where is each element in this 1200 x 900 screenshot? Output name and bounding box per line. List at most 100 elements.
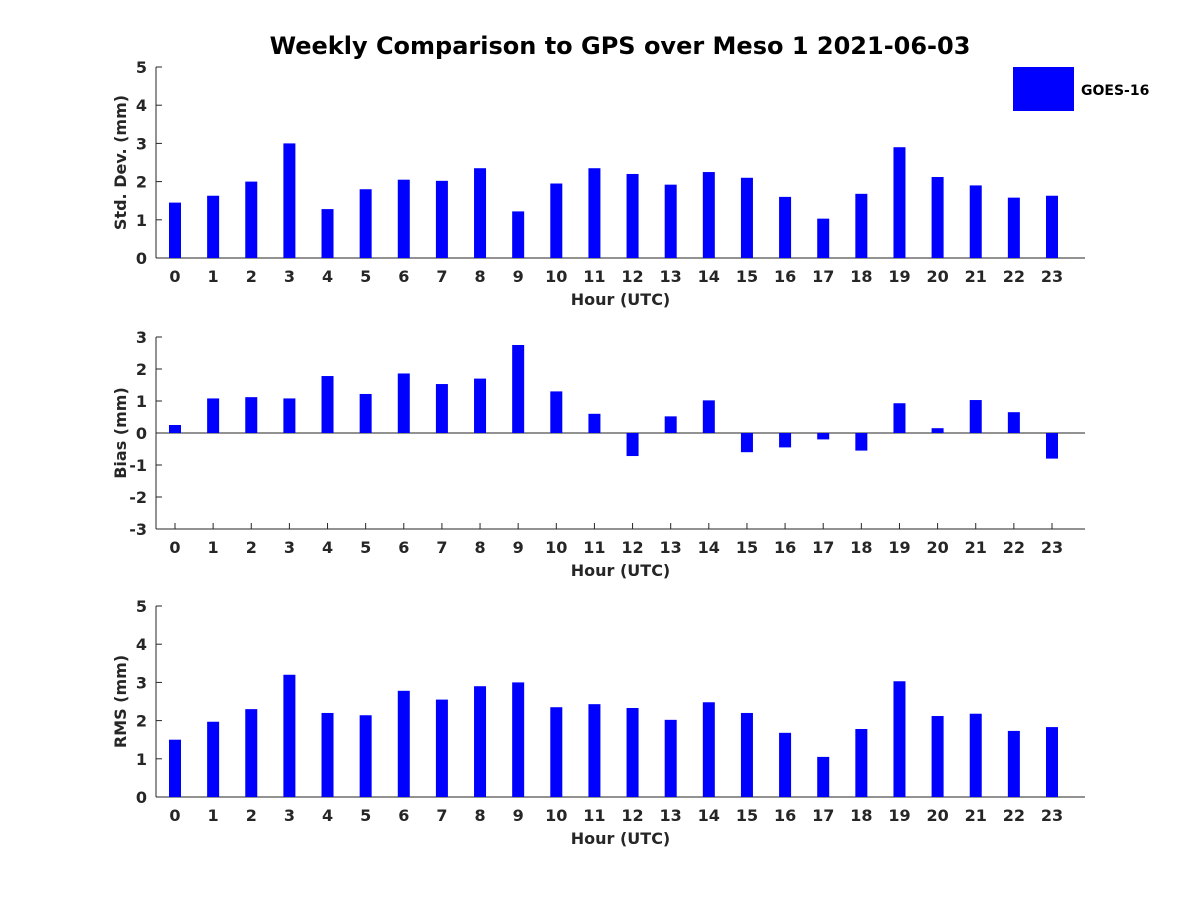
bar-bias-hour-15 (740, 433, 753, 453)
x-tick-label-rms-17: 17 (812, 806, 834, 825)
bar-bias-hour-3 (283, 398, 296, 433)
bar-std-hour-10 (550, 183, 563, 258)
bar-rms-hour-4 (321, 712, 334, 797)
x-tick-label-bias-10: 10 (545, 538, 567, 557)
x-tick-label-bias-7: 7 (436, 538, 447, 557)
y-tick-label-bias-1: -2 (129, 488, 147, 507)
x-tick-label-bias-12: 12 (621, 538, 643, 557)
bar-rms-hour-3 (283, 674, 296, 797)
x-tick-label-std-21: 21 (965, 267, 987, 286)
bar-rms-hour-1 (207, 721, 220, 797)
x-tick-label-bias-13: 13 (660, 538, 682, 557)
x-tick-label-rms-15: 15 (736, 806, 758, 825)
bar-rms-hour-15 (740, 712, 753, 797)
x-tick-label-std-20: 20 (926, 267, 948, 286)
bar-rms-hour-23 (1045, 727, 1058, 797)
y-tick-label-rms-3: 3 (136, 673, 147, 692)
bar-std-hour-22 (1007, 197, 1020, 258)
bar-std-hour-1 (207, 195, 220, 258)
x-tick-label-rms-19: 19 (888, 806, 910, 825)
y-tick-label-std-5: 5 (136, 58, 147, 77)
bar-rms-hour-20 (931, 716, 944, 797)
x-tick-label-std-10: 10 (545, 267, 567, 286)
x-tick-label-std-18: 18 (850, 267, 872, 286)
x-tick-label-rms-10: 10 (545, 806, 567, 825)
y-axis-label-bias: Bias (mm) (111, 387, 130, 479)
bar-std-hour-13 (664, 184, 677, 258)
bar-bias-hour-7 (435, 384, 448, 433)
bar-rms-hour-8 (474, 686, 487, 797)
x-tick-label-bias-21: 21 (965, 538, 987, 557)
x-tick-label-std-16: 16 (774, 267, 796, 286)
y-tick-label-rms-2: 2 (136, 712, 147, 731)
y-tick-label-rms-0: 0 (136, 788, 147, 807)
x-tick-label-std-23: 23 (1041, 267, 1063, 286)
x-tick-label-bias-2: 2 (246, 538, 257, 557)
x-tick-label-bias-14: 14 (698, 538, 720, 557)
x-tick-label-rms-13: 13 (660, 806, 682, 825)
bar-bias-hour-2 (245, 397, 258, 433)
x-axis-label-std: Hour (UTC) (571, 290, 671, 309)
y-tick-label-bias-4: 1 (136, 392, 147, 411)
x-tick-label-rms-4: 4 (322, 806, 333, 825)
x-tick-label-rms-16: 16 (774, 806, 796, 825)
x-tick-label-std-7: 7 (436, 267, 447, 286)
x-tick-label-bias-18: 18 (850, 538, 872, 557)
bar-std-hour-8 (474, 168, 487, 258)
bar-bias-hour-6 (397, 373, 410, 433)
y-tick-label-std-3: 3 (136, 134, 147, 153)
x-tick-label-bias-4: 4 (322, 538, 333, 557)
bar-rms-hour-22 (1007, 730, 1020, 797)
x-tick-label-rms-9: 9 (513, 806, 524, 825)
bar-std-hour-9 (512, 211, 525, 258)
bar-rms-hour-6 (397, 690, 410, 797)
bar-bias-hour-5 (359, 393, 372, 433)
x-tick-label-std-9: 9 (513, 267, 524, 286)
y-tick-label-bias-6: 3 (136, 328, 147, 347)
bar-bias-hour-14 (702, 400, 715, 433)
bar-bias-hour-12 (626, 433, 639, 457)
bar-std-hour-4 (321, 209, 334, 258)
bar-bias-hour-19 (893, 403, 906, 433)
bar-std-hour-18 (855, 193, 868, 258)
bar-std-hour-19 (893, 147, 906, 258)
x-tick-label-bias-11: 11 (583, 538, 605, 557)
x-tick-label-rms-5: 5 (360, 806, 371, 825)
x-tick-label-bias-3: 3 (284, 538, 295, 557)
bar-rms-hour-16 (779, 732, 792, 797)
bar-std-hour-0 (169, 202, 181, 258)
bar-bias-hour-21 (969, 400, 982, 433)
y-tick-label-rms-1: 1 (136, 750, 147, 769)
x-tick-label-std-15: 15 (736, 267, 758, 286)
x-tick-label-std-19: 19 (888, 267, 910, 286)
x-tick-label-rms-2: 2 (246, 806, 257, 825)
x-axis-label-bias: Hour (UTC) (571, 561, 671, 580)
x-tick-label-std-17: 17 (812, 267, 834, 286)
x-tick-label-bias-16: 16 (774, 538, 796, 557)
x-tick-label-rms-12: 12 (621, 806, 643, 825)
x-tick-label-bias-23: 23 (1041, 538, 1063, 557)
x-tick-label-bias-19: 19 (888, 538, 910, 557)
bar-rms-hour-21 (969, 713, 982, 797)
y-tick-label-bias-5: 2 (136, 360, 147, 379)
bar-rms-hour-12 (626, 707, 639, 797)
y-tick-label-std-2: 2 (136, 173, 147, 192)
y-tick-label-rms-4: 4 (136, 635, 147, 654)
bar-rms-hour-0 (169, 739, 181, 797)
x-tick-label-bias-0: 0 (169, 538, 180, 557)
x-tick-label-std-6: 6 (398, 267, 409, 286)
x-tick-label-bias-20: 20 (926, 538, 948, 557)
x-tick-label-std-3: 3 (284, 267, 295, 286)
y-tick-label-std-1: 1 (136, 211, 147, 230)
bar-bias-hour-23 (1045, 433, 1058, 459)
bar-bias-hour-8 (474, 378, 487, 433)
bar-std-hour-16 (779, 196, 792, 258)
x-tick-label-bias-9: 9 (513, 538, 524, 557)
bar-bias-hour-18 (855, 433, 868, 451)
x-tick-label-rms-23: 23 (1041, 806, 1063, 825)
bar-std-hour-15 (740, 177, 753, 258)
